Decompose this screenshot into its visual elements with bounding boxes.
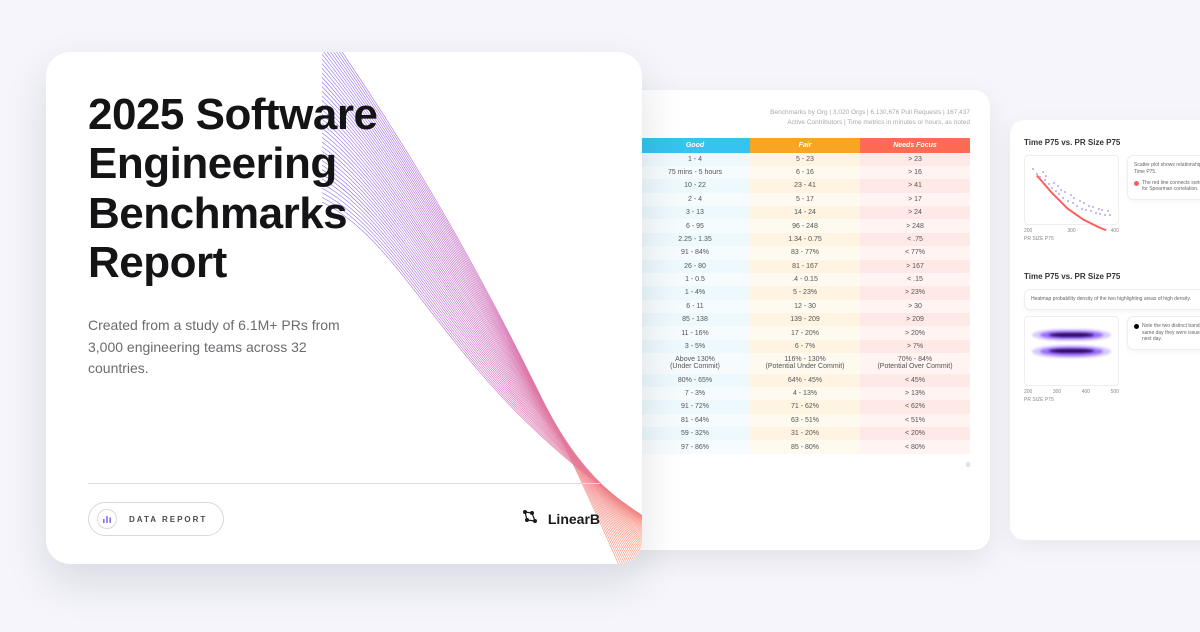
scatter-note: Scatter plot shows relationship between …: [1127, 155, 1200, 200]
table-row: 6 - 95 96 - 248 > 248: [632, 219, 970, 232]
column-header: Fair: [750, 138, 860, 153]
charts-card: Time P75 vs. PR Size P75 200300400 PR SI…: [1010, 120, 1200, 540]
table-row: 91 - 84% 83 - 77% < 77%: [632, 246, 970, 259]
table-page-number: 8: [632, 462, 970, 469]
bar-chart-icon: [97, 509, 117, 529]
table-row: 3 - 13 14 - 24 > 24: [632, 206, 970, 219]
report-subtitle: Created from a study of 6.1M+ PRs from 3…: [88, 315, 348, 380]
footer-divider: [88, 483, 600, 484]
brand-mark: LinearB: [522, 509, 600, 530]
table-row: 26 - 80 81 - 167 > 167: [632, 260, 970, 273]
table-row: Above 130%(Under Commit) 116% - 130%(Pot…: [632, 353, 970, 373]
table-row: 85 - 138 139 - 209 > 209: [632, 313, 970, 326]
table-row: 91 - 72% 71 - 62% < 62%: [632, 400, 970, 413]
black-dot-icon: [1134, 324, 1139, 329]
table-row: 1 - 4 5 - 23 > 23: [632, 153, 970, 166]
table-row: 11 - 16% 17 - 20% > 20%: [632, 326, 970, 339]
table-row: 3 - 5% 6 - 7% > 7%: [632, 340, 970, 353]
density-note: Note the two distinct bands showing PRs …: [1127, 316, 1200, 350]
column-header: Needs Focus: [860, 138, 970, 153]
cover-card: 2025 SoftwareEngineeringBenchmarksReport…: [46, 52, 642, 564]
badge-label: DATA REPORT: [129, 515, 207, 524]
table-row: 97 - 86% 85 - 80% < 80%: [632, 440, 970, 453]
density-chart: Time P75 vs. PR Size P75 Heatmap probabi…: [1024, 272, 1200, 403]
table-row: 2 - 4 5 - 17 > 17: [632, 193, 970, 206]
table-row: 1 - 0.5 .4 - 0.15 < .15: [632, 273, 970, 286]
density-title: Time P75 vs. PR Size P75: [1024, 272, 1200, 281]
table-row: 80% - 65% 64% - 45% < 45%: [632, 374, 970, 387]
brand-label: LinearB: [548, 511, 600, 527]
table-row: 2.25 - 1.35 1.34 - 0.75 < .75: [632, 233, 970, 246]
table-meta: Benchmarks by Org | 3,020 Orgs | 6,130,6…: [632, 108, 970, 128]
table-card: Benchmarks by Org | 3,020 Orgs | 6,130,6…: [620, 90, 990, 550]
data-report-badge: DATA REPORT: [88, 502, 224, 536]
table-row: 7 - 3% 4 - 13% > 13%: [632, 387, 970, 400]
table-row: 1 - 4% 5 - 23% > 23%: [632, 286, 970, 299]
linearb-logo-icon: [522, 509, 540, 530]
column-header: Good: [640, 138, 750, 153]
benchmarks-table: GoodFairNeeds Focus 1 - 4 5 - 23 > 23 75…: [632, 138, 970, 454]
scatter-chart: Time P75 vs. PR Size P75 200300400 PR SI…: [1024, 138, 1200, 242]
table-row: 75 mins - 5 hours 6 - 16 > 16: [632, 166, 970, 179]
scatter-title: Time P75 vs. PR Size P75: [1024, 138, 1200, 147]
red-dot-icon: [1134, 181, 1139, 186]
density-note-top: Heatmap probability density of the two h…: [1024, 289, 1200, 310]
table-row: 6 - 11 12 - 30 > 30: [632, 300, 970, 313]
report-title: 2025 SoftwareEngineeringBenchmarksReport: [88, 90, 448, 287]
table-row: 10 - 22 23 - 41 > 41: [632, 179, 970, 192]
scatter-plot: [1024, 155, 1119, 225]
density-plot: [1024, 316, 1119, 386]
table-row: 81 - 64% 63 - 51% < 51%: [632, 414, 970, 427]
table-row: 59 - 32% 31 - 20% < 20%: [632, 427, 970, 440]
